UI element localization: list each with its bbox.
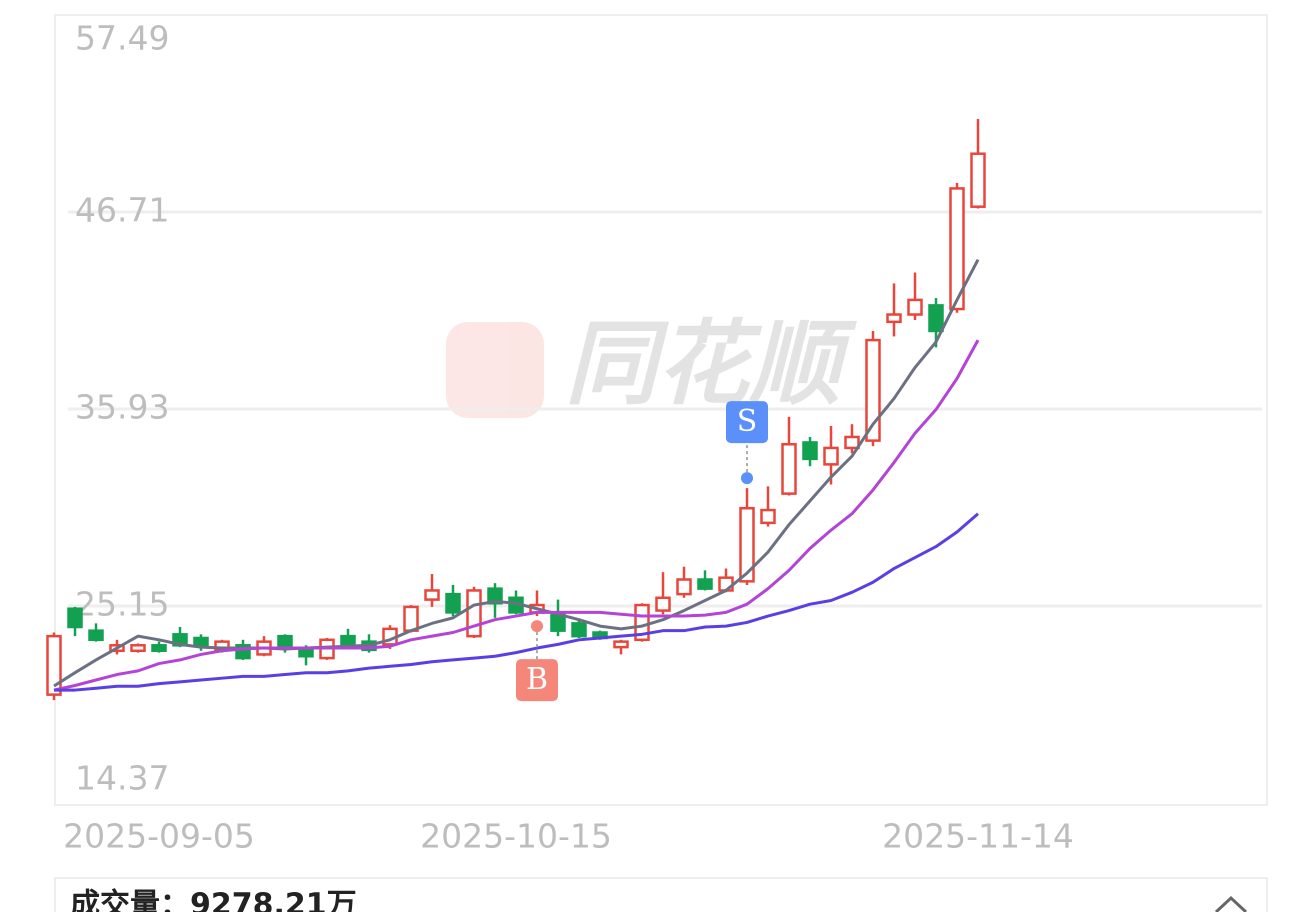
- candle-body: [907, 298, 923, 316]
- candle-body: [655, 596, 671, 612]
- candle-body: [634, 603, 650, 642]
- volume-panel: [54, 877, 1268, 916]
- candle-body: [739, 506, 755, 583]
- x-tick-label: 2025-11-14: [882, 817, 1074, 856]
- watermark-text: 同花顺: [565, 310, 858, 417]
- candle-body: [403, 605, 419, 632]
- candle-body: [46, 634, 62, 696]
- candle-body: [802, 441, 818, 461]
- signal-label: S: [737, 404, 758, 439]
- candle-body: [697, 578, 713, 590]
- collapse-toggle[interactable]: [1214, 895, 1248, 914]
- signal-point: [531, 620, 543, 633]
- x-tick-label: 2025-09-05: [63, 817, 255, 856]
- candle-body: [130, 644, 146, 653]
- moving-average-line: [53, 339, 980, 692]
- candle-body: [928, 304, 944, 333]
- candle-body: [67, 607, 83, 629]
- candle-body: [823, 446, 839, 466]
- candle-body: [445, 592, 461, 614]
- signal-badge: [516, 659, 558, 702]
- candle-body: [781, 443, 797, 495]
- candle-body: [844, 435, 860, 450]
- signal-point: [741, 472, 753, 485]
- candle-body: [970, 152, 986, 208]
- moving-average-line: [53, 259, 980, 688]
- candle-body: [88, 629, 104, 642]
- watermark: 同花顺: [446, 310, 858, 418]
- y-tick-label: 14.37: [75, 759, 169, 798]
- candle-body: [277, 634, 293, 650]
- candle-body: [193, 636, 209, 648]
- candle-body: [487, 587, 503, 605]
- signal-badge: [726, 401, 768, 444]
- candle-body: [760, 508, 776, 525]
- y-tick-label: 35.93: [75, 388, 169, 427]
- candle-body: [424, 589, 440, 601]
- candle-body: [886, 313, 902, 324]
- signal-label: B: [526, 662, 548, 697]
- y-tick-label: 25.15: [75, 585, 169, 624]
- candle-body: [676, 578, 692, 596]
- candle-body: [151, 644, 167, 653]
- watermark-logo: [446, 322, 544, 418]
- candle-body: [865, 338, 881, 442]
- moving-average-line: [54, 512, 979, 692]
- volume-label: 成交量：9278.21万: [70, 888, 357, 913]
- x-tick-label: 2025-10-15: [420, 817, 612, 856]
- candle-body: [571, 622, 587, 638]
- candle-body: [466, 589, 482, 638]
- y-tick-label: 46.71: [75, 191, 169, 230]
- y-tick-label: 57.49: [75, 19, 169, 58]
- candle-body: [613, 640, 629, 649]
- candle-body: [949, 187, 965, 311]
